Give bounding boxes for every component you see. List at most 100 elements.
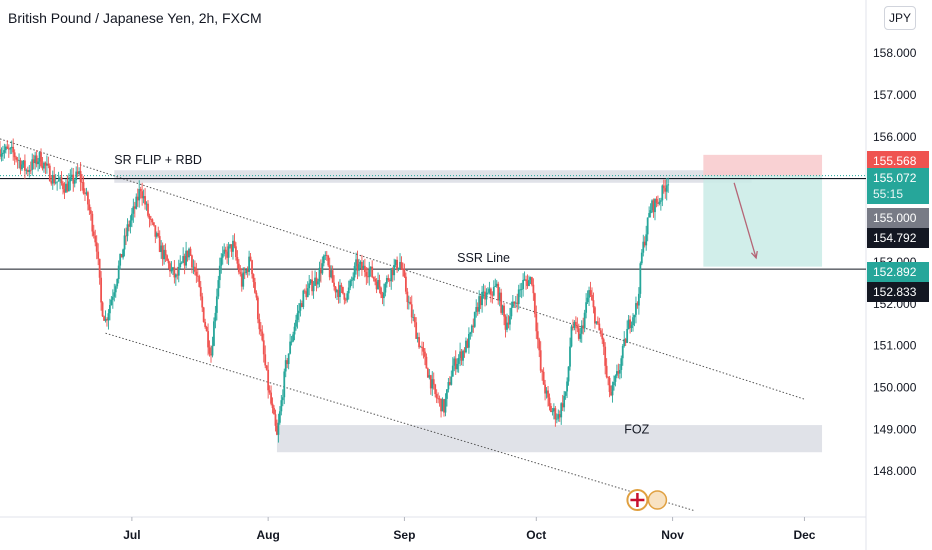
candle-body (613, 381, 615, 386)
candle-body (249, 256, 252, 261)
candle-body (278, 411, 281, 423)
candle-body (563, 395, 566, 408)
currency-button[interactable]: JPY (884, 6, 916, 30)
candle-body (122, 249, 124, 258)
candle-body (381, 294, 384, 299)
candle-body (154, 225, 157, 237)
candle-body (614, 375, 617, 382)
candle-body (73, 180, 76, 184)
candle-body (446, 389, 448, 399)
candle-body (577, 328, 580, 339)
candle-body (605, 365, 608, 378)
candle-body (233, 240, 236, 247)
candle-body (217, 280, 220, 297)
candle-body (599, 330, 602, 334)
candle-body (337, 290, 340, 298)
candle-body (65, 183, 67, 193)
candle-body (120, 253, 123, 258)
candle-body (425, 356, 428, 369)
candle-body (227, 246, 230, 258)
candle-body (85, 192, 88, 194)
candle-body (277, 422, 280, 435)
candle-body (221, 253, 224, 258)
candle-body (123, 235, 126, 250)
candle-body (572, 326, 574, 328)
candle-body (110, 299, 113, 306)
candle-body (611, 385, 614, 396)
candle-body (645, 234, 648, 246)
zone-foz (276, 425, 823, 453)
y-tick-label: 149.000 (873, 422, 917, 436)
candle-body (47, 163, 50, 166)
candle-body (31, 159, 34, 170)
candle-body (276, 425, 278, 435)
short-arrow-head (750, 250, 758, 260)
candle-body (252, 274, 255, 283)
candle-body (347, 287, 350, 294)
candle-body (161, 245, 164, 260)
candle-body (43, 162, 45, 169)
candle-body (377, 280, 379, 290)
candle-body (596, 321, 599, 324)
candle-body (116, 279, 119, 287)
candle-body (592, 300, 595, 308)
candle-body (484, 291, 486, 300)
candle-body (457, 357, 460, 364)
candle-body (264, 354, 267, 366)
candle-body (375, 281, 378, 290)
candle-body (585, 302, 588, 313)
candle-body (601, 333, 604, 340)
candle-body (519, 289, 522, 291)
candle-body (435, 394, 438, 399)
candle-body (67, 181, 70, 192)
candle-body (509, 316, 511, 325)
candle-body (232, 240, 234, 252)
candle-body (75, 171, 78, 181)
y-tick-label: 148.000 (873, 464, 917, 478)
candle-body (54, 182, 57, 184)
candle-body (281, 397, 284, 401)
candle-body (220, 257, 223, 266)
candle-body (362, 265, 365, 270)
candle-body (356, 259, 359, 271)
candle-body (235, 246, 237, 258)
candle-body (101, 302, 104, 317)
y-tick-label: 157.000 (873, 88, 917, 102)
candle-body (98, 258, 101, 278)
candle-body (22, 160, 25, 165)
candle-body (95, 242, 98, 252)
candle-body (306, 288, 309, 298)
candle-body (633, 314, 636, 318)
candle-body (510, 307, 513, 317)
candle-body (78, 171, 81, 175)
candle-body (561, 403, 564, 408)
candle-body (128, 224, 130, 227)
candle-body (429, 375, 432, 389)
candle-body (557, 414, 560, 419)
candle-body (630, 325, 633, 329)
candle-body (635, 303, 637, 315)
candle-body (330, 270, 333, 278)
annotation-sr-flip-rbd: SR FLIP + RBD (114, 153, 202, 167)
candle-body (60, 177, 63, 184)
candle-body (415, 322, 418, 339)
position-target-zone (703, 175, 823, 267)
candle-body (383, 292, 385, 299)
candle-body (213, 321, 215, 346)
candle-body (314, 277, 316, 286)
candle-body (340, 285, 343, 287)
candle-body (487, 292, 489, 294)
candle-body (488, 288, 491, 293)
candle-body (589, 290, 592, 295)
candle-body (325, 255, 328, 256)
candle-body (588, 290, 590, 298)
candle-body (406, 291, 409, 303)
candle-body (489, 288, 492, 295)
candle-body (152, 222, 155, 226)
candle-body (132, 206, 135, 214)
candle-body (404, 276, 407, 292)
candle-body (144, 196, 146, 205)
candle-body (273, 407, 275, 415)
candle-body (451, 365, 454, 377)
